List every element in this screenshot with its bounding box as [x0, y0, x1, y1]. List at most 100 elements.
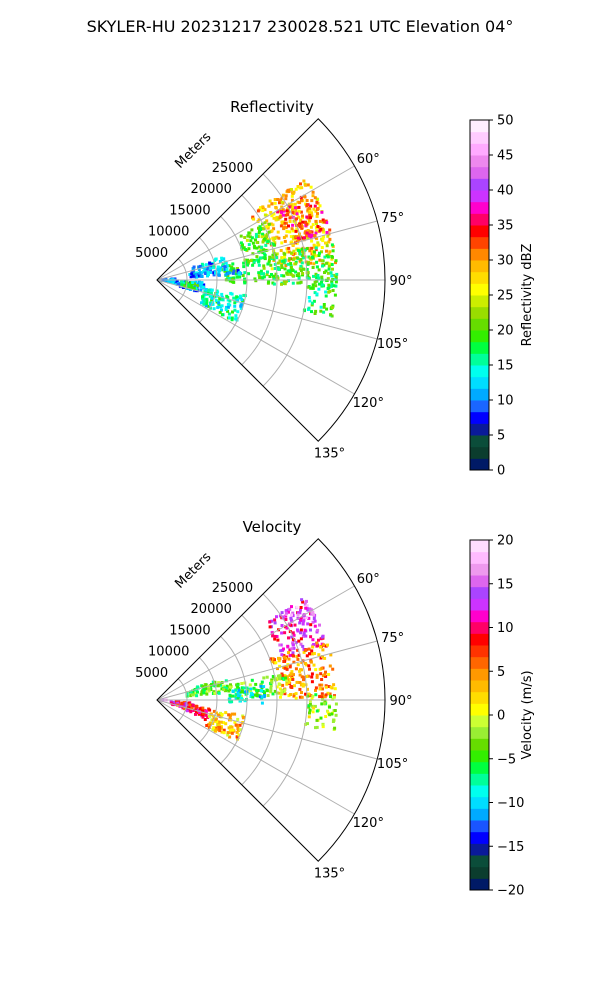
echo-gate [262, 256, 266, 260]
echo-gate [287, 202, 291, 206]
echo-gate [257, 218, 261, 222]
echo-gate [299, 269, 303, 272]
echo-gate [296, 248, 300, 252]
echo-gate [314, 272, 318, 276]
echo-gate [290, 188, 293, 191]
echo-gate [315, 276, 319, 279]
echo-gate [204, 304, 208, 308]
echo-gate [290, 613, 293, 617]
echo-gate [297, 653, 301, 657]
echo-gate [281, 256, 285, 260]
echo-gate [333, 293, 337, 297]
echo-gate [257, 226, 260, 230]
echo-gate [281, 674, 285, 678]
echo-gate [314, 231, 318, 235]
echo-gate [299, 637, 303, 641]
colorbar-segment [470, 248, 489, 261]
echo-gate [200, 301, 203, 305]
echo-gate [248, 683, 252, 687]
echo-gate [291, 237, 295, 241]
echo-gate [301, 600, 305, 604]
echo-gate [228, 277, 232, 280]
echo-gate [280, 274, 284, 278]
echo-gate [194, 704, 198, 708]
echo-gate [220, 308, 223, 312]
echo-gate [270, 214, 274, 218]
echo-gate [278, 687, 282, 691]
echo-gate [207, 289, 211, 293]
echo-gate [274, 272, 278, 276]
echo-gate [273, 618, 277, 622]
echo-gate [291, 651, 295, 655]
echo-gate [280, 205, 284, 209]
echo-gate [311, 620, 315, 624]
echo-gate [216, 265, 220, 269]
echo-gate [316, 241, 320, 245]
echo-gate [238, 294, 242, 298]
echo-gate [217, 271, 221, 275]
echo-gate [256, 235, 260, 238]
echo-gate [315, 673, 319, 677]
echo-gate [180, 280, 184, 284]
echo-gate [245, 686, 249, 690]
echo-gate [305, 599, 308, 603]
echo-gate [283, 631, 287, 635]
echo-gate [329, 653, 333, 657]
echo-gate [271, 253, 275, 257]
echo-gate [273, 198, 277, 201]
echo-gate [304, 220, 307, 224]
echo-gate [307, 234, 311, 238]
echo-gate [302, 238, 306, 242]
echo-gate [303, 602, 307, 606]
colorbar-segment [470, 388, 489, 401]
echo-gate [196, 690, 199, 694]
echo-gate [307, 277, 311, 281]
echo-gate [275, 235, 279, 239]
azimuth-spoke [156, 279, 378, 340]
echo-gate [281, 193, 285, 197]
panel-title: Velocity [243, 518, 302, 536]
echo-gate [293, 212, 296, 215]
colorbar-segment [470, 586, 489, 599]
echo-gate [295, 212, 299, 216]
echo-gate [320, 678, 324, 681]
echo-gate [324, 241, 327, 245]
echo-gate [217, 724, 221, 728]
echo-gate [310, 214, 314, 218]
echo-gate [315, 641, 319, 645]
echo-gate [308, 652, 311, 656]
echo-gate [313, 291, 317, 295]
echo-gate [270, 619, 274, 623]
colorbar-segment [470, 213, 489, 226]
echo-gate [326, 271, 330, 275]
echo-gate [210, 296, 214, 300]
echo-gate [247, 247, 251, 251]
echo-gate [318, 258, 322, 262]
echo-gate [280, 624, 284, 627]
echo-gate [258, 276, 262, 280]
echo-gate [333, 687, 337, 691]
echo-gate [304, 692, 308, 696]
echo-gate [272, 274, 275, 278]
echo-gate [280, 222, 284, 226]
echo-gate [300, 691, 303, 694]
echo-gate [252, 217, 256, 221]
echo-gate [298, 669, 302, 673]
colorbar-segment [470, 668, 489, 681]
echo-gate [285, 207, 289, 211]
echo-gate [195, 273, 199, 277]
echo-gate [241, 243, 244, 247]
echo-gate [322, 643, 326, 647]
echo-gate [280, 196, 284, 200]
echo-gate [240, 247, 244, 251]
echo-gate [271, 692, 275, 696]
echo-gate [205, 692, 209, 696]
echo-gate [301, 644, 305, 648]
echo-gate [243, 690, 247, 694]
echo-gate [204, 713, 208, 717]
echo-gate [329, 313, 333, 317]
echo-gate [314, 693, 318, 697]
echo-gate [210, 294, 214, 297]
echo-gate [233, 308, 237, 312]
echo-gate [304, 202, 308, 206]
